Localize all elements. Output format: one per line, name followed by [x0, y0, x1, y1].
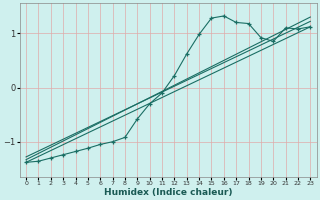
X-axis label: Humidex (Indice chaleur): Humidex (Indice chaleur): [104, 188, 232, 197]
